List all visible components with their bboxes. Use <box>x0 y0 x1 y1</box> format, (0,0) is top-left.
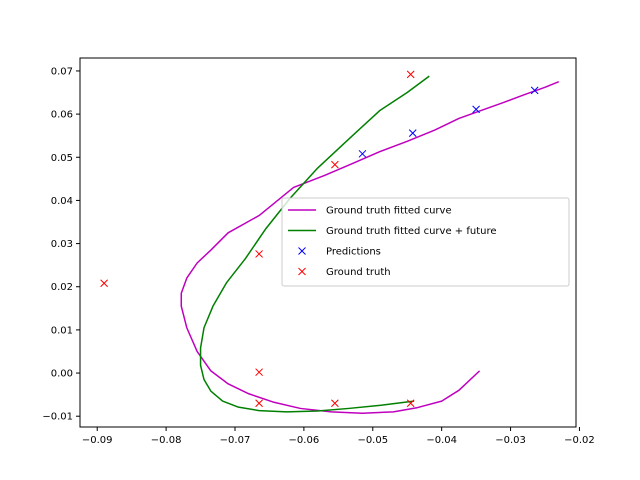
legend-item: Ground truth fitted curve <box>288 206 452 217</box>
y-tick-label: 0.03 <box>51 239 73 250</box>
legend-item: Predictions <box>298 247 381 258</box>
marker-ground-truth <box>255 250 263 258</box>
y-tick-label: 0.05 <box>51 153 73 164</box>
marker-stroke <box>406 399 415 408</box>
x-tick-label: −0.08 <box>151 435 182 446</box>
x-tick-label: −0.06 <box>289 435 320 446</box>
axes-frame <box>79 57 577 428</box>
marker-stroke <box>331 399 339 408</box>
y-tick-label: 0.07 <box>51 66 73 77</box>
x-axis: −0.09 −0.08 −0.07 −0.06 −0.05 −0.04 −0.03 −0.02 <box>82 427 595 446</box>
legend-item: Ground truth <box>298 267 391 278</box>
y-tick-label: 0.00 <box>51 369 73 380</box>
plot-layer <box>100 70 560 414</box>
marker-stroke <box>472 105 480 114</box>
marker-stroke <box>406 70 415 79</box>
marker-stroke <box>255 250 263 258</box>
y-axis: −0.01 0.00 0.01 0.02 0.03 0.04 0.05 0.06 0.07 <box>42 66 80 423</box>
marker-stroke <box>255 368 263 377</box>
series-line-ground-truth-fitted-curve <box>180 81 560 414</box>
marker-ground-truth <box>100 279 108 288</box>
y-tick-label: −0.01 <box>42 412 73 423</box>
legend-label: Ground truth <box>326 267 391 278</box>
marker-stroke <box>408 129 417 137</box>
marker-stroke <box>100 279 108 288</box>
marker-predictions <box>358 149 367 158</box>
marker-stroke <box>331 160 339 169</box>
y-tick-label: 0.01 <box>51 325 73 336</box>
x-tick-label: −0.03 <box>495 435 526 446</box>
x-tick-label: −0.05 <box>357 435 388 446</box>
legend-marker-swatch <box>298 267 306 276</box>
legend: Ground truth fitted curve Ground truth fi… <box>281 197 570 287</box>
legend-item: Ground truth fitted curve + future <box>288 226 497 237</box>
marker-stroke <box>255 399 263 408</box>
marker-ground-truth <box>406 399 415 408</box>
x-tick-label: −0.07 <box>220 435 251 446</box>
marker-ground-truth <box>331 160 339 169</box>
marker-predictions <box>530 86 539 95</box>
marker-ground-truth <box>255 399 263 408</box>
series-line-ground-truth-fitted-curve-future <box>199 75 430 413</box>
x-tick-label: −0.09 <box>82 435 113 446</box>
legend-label: Ground truth fitted curve + future <box>326 226 497 237</box>
marker-stroke <box>530 86 539 95</box>
y-tick-label: 0.06 <box>51 110 73 121</box>
marker-ground-truth <box>255 368 263 377</box>
marker-predictions <box>408 129 417 137</box>
marker-stroke <box>358 149 367 158</box>
legend-box <box>281 197 570 287</box>
legend-label: Predictions <box>326 247 381 258</box>
legend-label: Ground truth fitted curve <box>326 206 452 217</box>
marker-predictions <box>472 105 480 114</box>
legend-marker-swatch <box>298 247 306 255</box>
y-tick-label: 0.02 <box>51 282 73 293</box>
marker-ground-truth <box>406 70 415 79</box>
marker-ground-truth <box>331 399 339 408</box>
y-tick-label: 0.04 <box>51 196 73 207</box>
x-tick-label: −0.02 <box>564 435 595 446</box>
x-tick-label: −0.04 <box>426 435 457 446</box>
